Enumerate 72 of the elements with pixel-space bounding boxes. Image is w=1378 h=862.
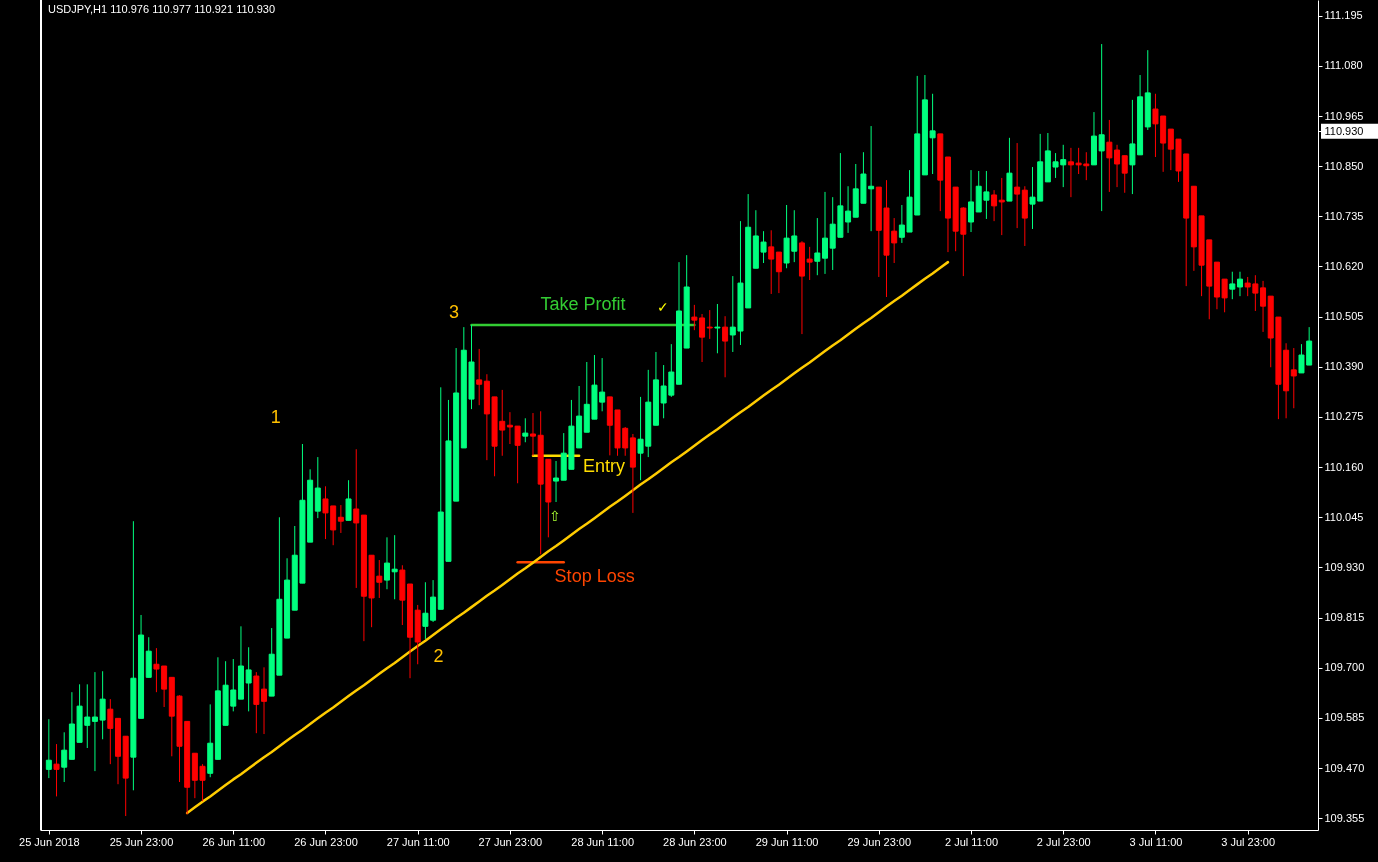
y-tick-label: 109.930 xyxy=(1324,560,1365,573)
line-series xyxy=(185,260,950,815)
annotation: 1 xyxy=(270,407,281,427)
y-tick-label: 110.850 xyxy=(1324,159,1364,172)
candlestick xyxy=(991,189,998,222)
candlestick xyxy=(261,666,268,735)
series-label: Entry xyxy=(583,455,626,476)
candlestick xyxy=(353,448,360,589)
x-tick-label: 28 Jun 23:00 xyxy=(663,835,727,848)
candlestick xyxy=(383,536,390,590)
x-tick-label: 26 Jun 23:00 xyxy=(294,835,358,848)
candlestick xyxy=(61,731,68,783)
annotation: 2 xyxy=(433,646,444,666)
candlestick xyxy=(1229,271,1236,300)
candlestick xyxy=(522,417,529,443)
candlestick xyxy=(1014,142,1021,229)
x-tick-label: 2 Jul 23:00 xyxy=(1036,835,1091,848)
x-tick-label: 25 Jun 2018 xyxy=(19,835,80,848)
candlestick xyxy=(1121,155,1128,194)
annotation: ✓ xyxy=(656,299,669,315)
candlestick xyxy=(53,743,60,797)
annotation: 3 xyxy=(449,302,460,322)
x-tick-label: 27 Jun 23:00 xyxy=(478,835,543,848)
y-tick-label: 110.045 xyxy=(1324,510,1364,523)
y-tick-label: 110.390 xyxy=(1324,360,1364,373)
candlestick xyxy=(314,456,321,519)
x-tick-label: 25 Jun 23:00 xyxy=(109,835,174,848)
candlestick xyxy=(998,177,1005,236)
x-tick-label: 3 Jul 11:00 xyxy=(1129,835,1183,848)
candlestick xyxy=(1098,43,1105,212)
x-tick-label: 26 Jun 11:00 xyxy=(202,835,266,848)
candlestick xyxy=(45,718,52,779)
candlestick xyxy=(968,169,975,233)
x-tick-label: 27 Jun 11:00 xyxy=(386,835,450,848)
x-tick-label: 29 Jun 11:00 xyxy=(755,835,819,848)
y-tick-label: 109.585 xyxy=(1324,711,1365,724)
y-tick-label: 110.965 xyxy=(1324,109,1364,122)
annotation: ⇧ xyxy=(548,508,561,524)
x-tick-label: 29 Jun 23:00 xyxy=(847,835,912,848)
candlestick xyxy=(768,229,775,295)
y-tick-label: 109.470 xyxy=(1324,761,1365,774)
y-tick-label: 111.195 xyxy=(1324,9,1363,22)
y-tick-label: 110.160 xyxy=(1324,460,1364,473)
x-tick-label: 28 Jun 11:00 xyxy=(571,835,635,848)
y-tick-label: 110.275 xyxy=(1324,410,1364,423)
y-tick-label: 109.700 xyxy=(1324,661,1365,674)
y-tick-label: 110.505 xyxy=(1324,310,1364,323)
candlestick xyxy=(476,348,483,406)
candlestick xyxy=(1236,271,1243,297)
candlestick xyxy=(345,479,352,521)
x-tick-label: 2 Jul 11:00 xyxy=(945,835,999,848)
y-tick-label: 111.080 xyxy=(1324,59,1363,72)
candlestick xyxy=(722,315,729,378)
x-tick-label: 3 Jul 23:00 xyxy=(1221,835,1276,848)
y-tick-label: 110.930 xyxy=(1324,124,1364,137)
y-tick-label: 110.620 xyxy=(1324,259,1364,272)
candlestick xyxy=(706,309,713,340)
candlestick xyxy=(822,191,829,275)
y-tick-label: 110.735 xyxy=(1324,209,1364,222)
candlestick xyxy=(714,303,721,354)
candlestick xyxy=(814,217,821,276)
series-label: Stop Loss xyxy=(554,566,635,587)
candlestick xyxy=(553,460,560,503)
candlestick xyxy=(1290,347,1297,409)
chart-title: USDJPY,H1 110.976 110.977 110.921 110.930 xyxy=(48,3,276,15)
candlestick xyxy=(107,698,114,765)
candlestick xyxy=(337,504,344,534)
candlestick xyxy=(529,412,536,457)
candlestick xyxy=(775,251,782,294)
y-tick-label: 109.355 xyxy=(1324,811,1365,824)
series-label: Take Profit xyxy=(540,293,626,314)
y-tick-label: 109.815 xyxy=(1324,611,1365,624)
